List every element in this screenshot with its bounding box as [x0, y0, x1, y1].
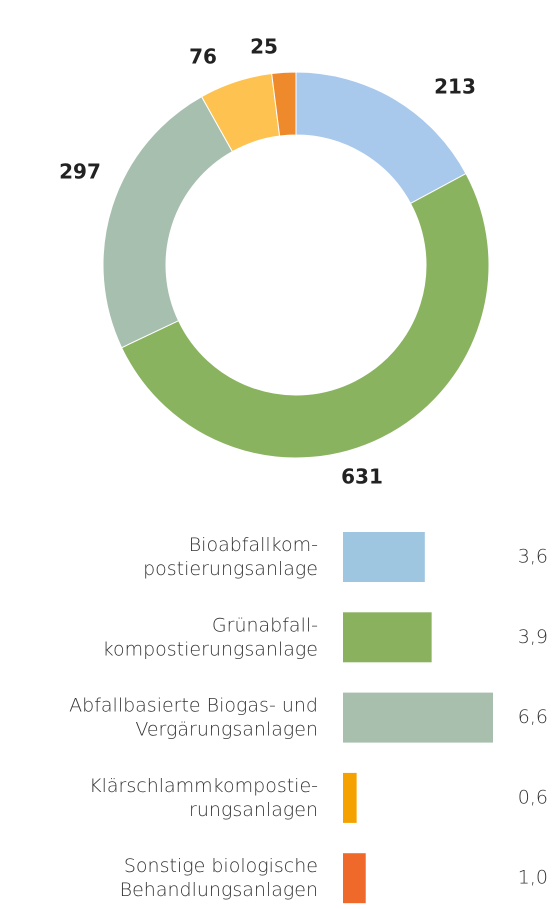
category-label: Sonstige biologische Behandlungsanlagen [114, 855, 318, 901]
data-label: 213 [434, 75, 476, 99]
bar [343, 532, 425, 582]
category-label: Bioabfallkom- postierungsanlage [137, 534, 318, 580]
value-label: 1,0 [518, 867, 548, 889]
data-label: 631 [341, 465, 383, 489]
donut-segment [102, 95, 234, 349]
data-label: 76 [189, 45, 217, 69]
category-label: Abfallbasierte Biogas- und Vergärungsanl… [69, 694, 318, 740]
value-label: 3,9 [518, 626, 548, 648]
bar [343, 612, 432, 663]
bar [343, 692, 493, 743]
category-label: Klärschlammkompostie- rungsanlagen [89, 774, 318, 820]
category-label: Grünabfall- kompostierungsanlage [97, 614, 318, 660]
value-label: 3,6 [518, 546, 548, 568]
data-label: 25 [250, 35, 278, 59]
bar [343, 772, 357, 823]
data-label: 297 [59, 160, 101, 184]
value-label: 0,6 [518, 786, 548, 808]
donut-segment [271, 71, 297, 137]
value-label: 6,6 [518, 706, 548, 728]
donut-segment [120, 172, 490, 459]
bar [343, 853, 366, 904]
